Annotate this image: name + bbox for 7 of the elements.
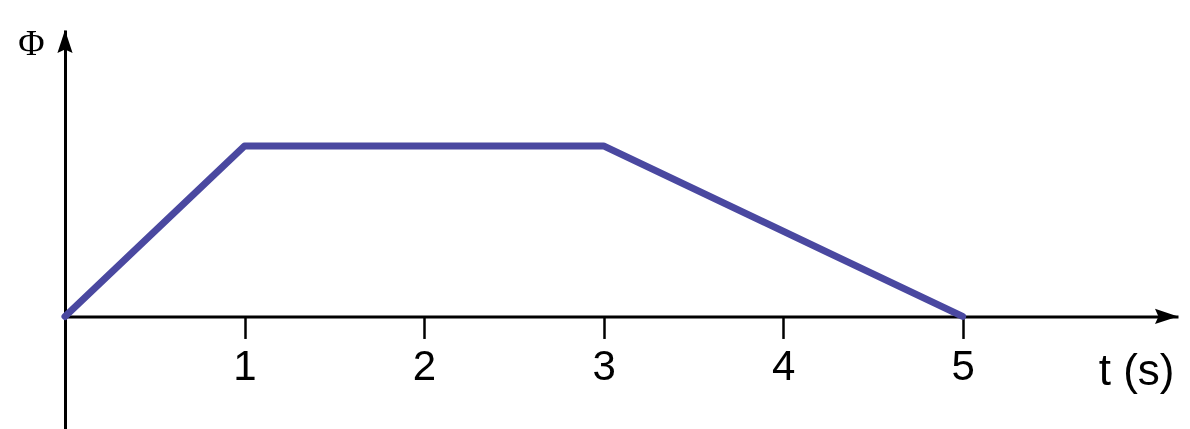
x-tick-label: 3 bbox=[592, 341, 616, 389]
x-tick-label: 4 bbox=[771, 341, 796, 389]
y-axis-title: Φ bbox=[18, 22, 45, 63]
x-tick-label: 2 bbox=[412, 341, 437, 389]
x-tick-label: 1 bbox=[233, 341, 257, 389]
x-axis-title: t (s) bbox=[1098, 344, 1175, 394]
x-tick-label: 5 bbox=[951, 341, 975, 389]
